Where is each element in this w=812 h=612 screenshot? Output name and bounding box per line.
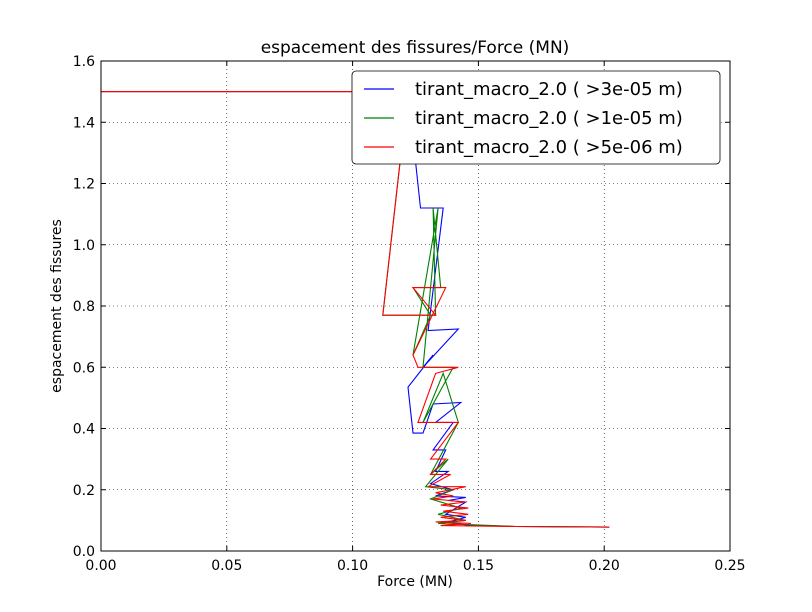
series-line-2 [101,91,610,528]
legend-label-2: tirant_macro_2.0 ( >1e-05 m) [415,108,683,129]
x-axis-title: Force (MN) [377,574,453,590]
y-tick-label: 0.0 [73,544,95,560]
x-tick-label: 0.20 [589,558,620,574]
legend-box [351,70,721,165]
series-line-1 [101,91,610,528]
series-line-3 [101,91,610,528]
legend-label-3: tirant_macro_2.0 ( >5e-06 m) [415,137,683,158]
x-tick-label: 0.25 [714,558,745,574]
x-tick-label: 0.05 [211,558,242,574]
series-layer [101,91,610,528]
chart-title: espacement des fissures/Force (MN) [261,38,570,58]
y-axis-title: espacement des fissures [49,219,65,393]
y-tick-label: 1.4 [73,115,95,131]
y-tick-labels: 0.0 0.2 0.4 0.6 0.8 1.0 1.2 1.4 1.6 [73,54,95,560]
y-tick-label: 0.2 [73,483,95,499]
axis-ticks [100,60,731,552]
y-tick-label: 1.0 [73,238,95,254]
x-tick-label: 0.10 [337,558,368,574]
y-tick-label: 0.6 [73,360,95,376]
y-tick-label: 1.6 [73,54,95,70]
legend: tirant_macro_2.0 ( >3e-05 m) tirant_macro… [351,70,721,165]
x-tick-labels: 0.00 0.05 0.10 0.15 0.20 0.25 [85,558,745,574]
legend-label-1: tirant_macro_2.0 ( >3e-05 m) [415,79,683,100]
x-tick-label: 0.15 [463,558,494,574]
x-tick-label: 0.00 [85,558,116,574]
y-tick-label: 1.2 [73,177,95,193]
y-tick-label: 0.8 [73,299,95,315]
y-tick-label: 0.4 [73,422,95,438]
